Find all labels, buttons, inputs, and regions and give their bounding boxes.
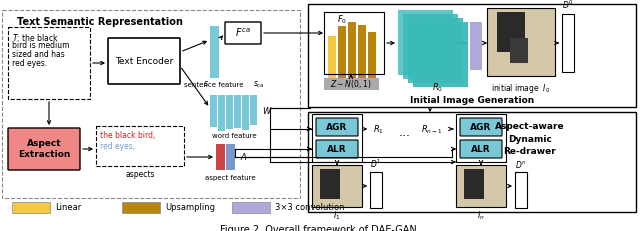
Bar [562,14,574,72]
Text: Aspect-aware
Dynamic
Re-drawer: Aspect-aware Dynamic Re-drawer [495,122,565,156]
Bar [312,114,362,162]
Bar [234,95,241,128]
Text: $D^0$: $D^0$ [562,0,574,11]
Bar [470,22,482,70]
Text: initial image  $I_0$: initial image $I_0$ [492,82,550,95]
Text: red eyes,: red eyes, [100,142,135,151]
Bar [12,202,50,213]
FancyBboxPatch shape [316,118,358,136]
FancyBboxPatch shape [460,140,502,158]
Text: Linear: Linear [55,203,81,212]
Bar [398,10,453,75]
Bar [324,78,379,90]
Text: Text Encoder: Text Encoder [115,57,173,66]
Text: $R_{n-1}$: $R_{n-1}$ [421,124,443,136]
Bar [226,95,233,129]
Text: Upsampling: Upsampling [165,203,215,212]
Bar [338,26,346,78]
Bar [403,14,458,79]
Bar [370,172,382,208]
Bar [456,114,506,162]
Bar [368,32,376,78]
Text: ...: ... [399,125,411,139]
Bar [328,36,336,78]
Bar [210,95,217,127]
Bar [250,95,257,125]
Text: word feature: word feature [212,133,256,139]
Text: sized and has: sized and has [12,50,65,59]
Text: ALR: ALR [471,145,491,154]
Bar [122,202,160,213]
Text: Text Semantic Representation: Text Semantic Representation [17,17,183,27]
Bar [320,169,340,199]
Text: Figure 2. Overall framework of DAE-GAN.: Figure 2. Overall framework of DAE-GAN. [220,225,420,231]
Text: $F^{ca}$: $F^{ca}$ [235,27,251,39]
Bar [2,10,300,198]
FancyBboxPatch shape [460,118,502,136]
Bar [456,165,506,207]
Bar [348,22,356,78]
Bar [515,172,527,208]
Text: $T$: the black: $T$: the black [12,32,59,43]
Text: $R_1$: $R_1$ [372,124,383,136]
Text: Aspect
Extraction: Aspect Extraction [18,139,70,159]
Bar [324,12,384,74]
Bar [510,38,528,63]
Bar [242,95,249,130]
Text: aspect feature: aspect feature [205,175,255,181]
Bar [308,112,636,212]
Text: $F_0$: $F_0$ [337,13,347,25]
Bar [497,12,525,52]
Text: AGR: AGR [470,122,492,131]
Bar [218,95,225,131]
Text: $s_{ca}$: $s_{ca}$ [253,79,265,89]
Text: $I_n$: $I_n$ [477,209,485,222]
Bar [413,22,468,87]
FancyBboxPatch shape [316,140,358,158]
Text: bird is medium: bird is medium [12,41,70,50]
Text: sentence feature: sentence feature [184,82,244,88]
Text: red eyes.: red eyes. [12,59,47,68]
Bar [408,18,463,83]
Bar [210,26,219,78]
Bar [226,144,235,170]
FancyBboxPatch shape [225,22,261,44]
Text: the black bird,: the black bird, [100,131,156,140]
Text: ALR: ALR [327,145,347,154]
Text: AGR: AGR [326,122,348,131]
Bar [216,144,225,170]
Bar [232,202,270,213]
FancyBboxPatch shape [108,38,180,84]
Bar [8,27,90,99]
Bar [312,165,362,207]
Text: aspects: aspects [125,170,155,179]
Text: $W$: $W$ [262,104,273,116]
Bar [308,4,636,107]
Bar [96,126,184,166]
Text: 3×3 convolution: 3×3 convolution [275,203,344,212]
Bar [464,169,484,199]
Text: $A$: $A$ [240,152,248,162]
Text: $Z\sim N(0,1)$: $Z\sim N(0,1)$ [330,78,372,90]
Text: $D^1$: $D^1$ [371,158,381,170]
Text: $I_1$: $I_1$ [333,209,340,222]
Text: Initial Image Generation: Initial Image Generation [410,96,534,105]
FancyBboxPatch shape [8,128,80,170]
Bar [358,25,366,78]
Text: $s$: $s$ [203,79,209,88]
Text: $R_0$: $R_0$ [433,82,444,94]
Text: $D^n$: $D^n$ [515,159,527,170]
Bar [487,8,555,76]
